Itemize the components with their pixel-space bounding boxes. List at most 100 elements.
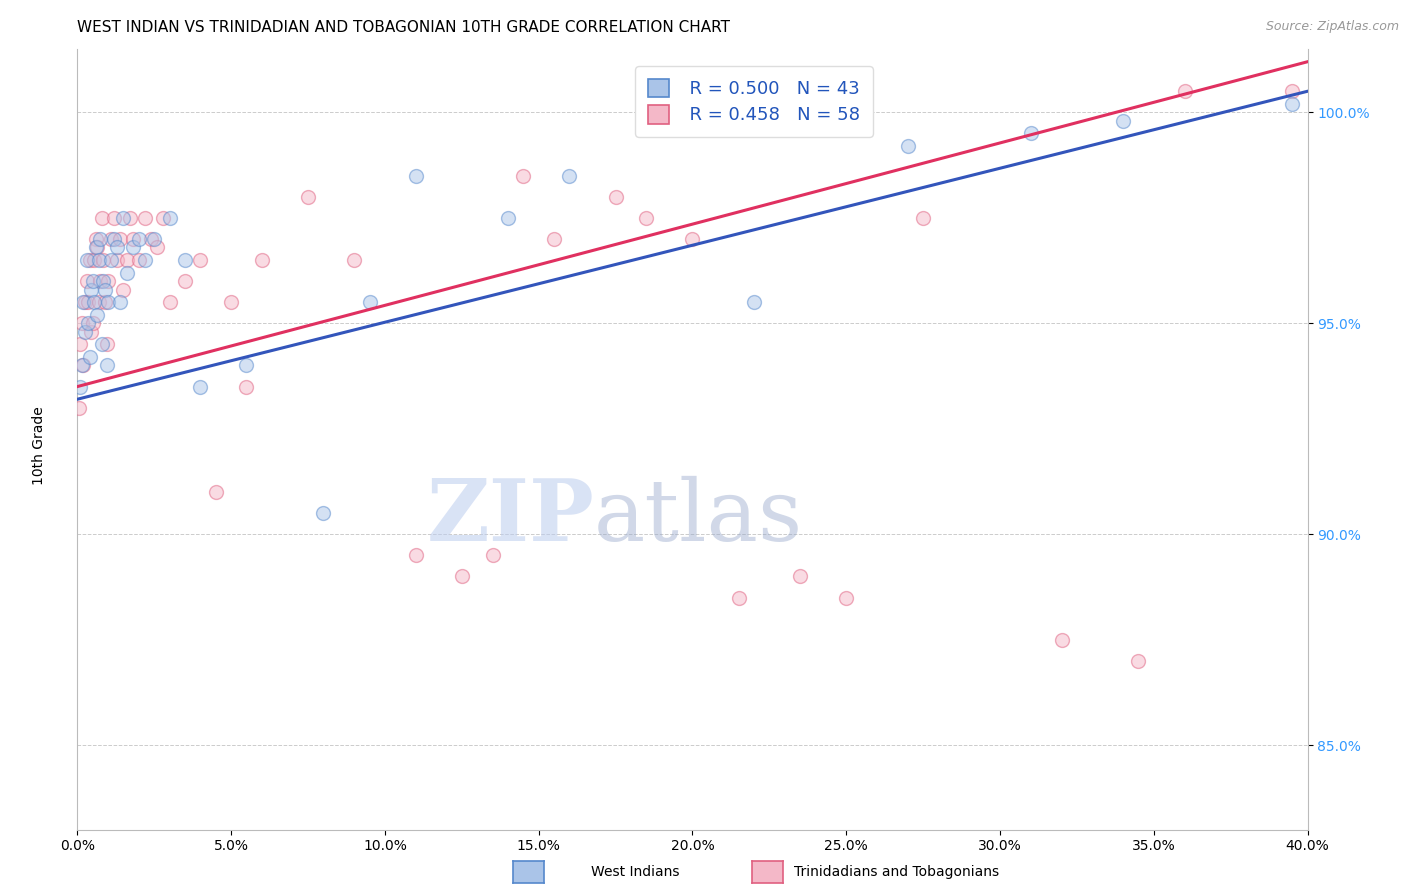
Point xyxy=(141,232,163,246)
Point xyxy=(72,295,94,310)
Point xyxy=(84,240,107,254)
Point xyxy=(70,316,93,330)
Point xyxy=(89,232,111,246)
Point xyxy=(73,325,96,339)
Point xyxy=(105,252,128,267)
Point xyxy=(1281,84,1303,98)
Point xyxy=(100,252,122,267)
Point xyxy=(89,274,111,288)
Point xyxy=(105,240,128,254)
Legend:   R = 0.500   N = 43,   R = 0.458   N = 58: R = 0.500 N = 43, R = 0.458 N = 58 xyxy=(636,66,873,137)
Point xyxy=(897,139,920,153)
Point xyxy=(87,295,110,310)
Point xyxy=(103,211,125,225)
Point xyxy=(79,350,101,364)
Point xyxy=(188,379,212,393)
Point xyxy=(297,190,319,204)
Point xyxy=(235,359,257,373)
Point xyxy=(82,274,104,288)
Point xyxy=(112,283,135,297)
Point xyxy=(235,379,257,393)
Point xyxy=(112,211,135,225)
Point xyxy=(742,295,765,310)
Point xyxy=(77,316,100,330)
Point xyxy=(121,240,143,254)
Point xyxy=(67,401,90,415)
Text: Trinidadians and Tobagonians: Trinidadians and Tobagonians xyxy=(794,865,1000,880)
Point xyxy=(115,252,138,267)
Point xyxy=(835,591,858,605)
Text: ZIP: ZIP xyxy=(426,475,595,559)
Point xyxy=(481,549,503,563)
Point xyxy=(97,295,120,310)
Point xyxy=(1112,113,1135,128)
Point xyxy=(605,190,627,204)
Point xyxy=(80,283,103,297)
Point xyxy=(912,211,935,225)
Point xyxy=(1050,632,1073,647)
Point xyxy=(100,232,122,246)
Point xyxy=(1019,127,1042,141)
Point xyxy=(96,337,118,351)
Point xyxy=(94,283,117,297)
Point xyxy=(682,232,704,246)
Point xyxy=(204,485,226,500)
Point xyxy=(94,295,117,310)
Point xyxy=(73,295,96,310)
Point xyxy=(1128,654,1150,668)
Point xyxy=(79,252,101,267)
Point xyxy=(512,169,534,183)
Point xyxy=(80,325,103,339)
Point xyxy=(110,232,132,246)
Point xyxy=(250,252,273,267)
Point xyxy=(134,252,156,267)
Point xyxy=(496,211,519,225)
Point xyxy=(128,232,150,246)
Point xyxy=(121,232,143,246)
Point xyxy=(152,211,174,225)
Point xyxy=(118,211,141,225)
Point xyxy=(115,266,138,280)
Point xyxy=(405,169,427,183)
Point xyxy=(97,274,120,288)
Point xyxy=(558,169,581,183)
Point xyxy=(87,252,110,267)
Point xyxy=(69,337,91,351)
Point xyxy=(93,252,115,267)
Point xyxy=(103,232,125,246)
Point xyxy=(84,232,107,246)
Point xyxy=(312,506,335,520)
Point xyxy=(1281,96,1303,111)
Point xyxy=(636,211,658,225)
Point xyxy=(128,252,150,267)
Point xyxy=(86,308,108,322)
Point xyxy=(83,295,105,310)
Point xyxy=(76,252,98,267)
Point xyxy=(70,359,93,373)
Point xyxy=(343,252,366,267)
Point xyxy=(727,591,749,605)
Point xyxy=(96,359,118,373)
Point xyxy=(405,549,427,563)
Text: Source: ZipAtlas.com: Source: ZipAtlas.com xyxy=(1265,20,1399,33)
Text: West Indians: West Indians xyxy=(591,865,679,880)
Point xyxy=(76,274,98,288)
Point xyxy=(1174,84,1197,98)
Point xyxy=(219,295,242,310)
Point xyxy=(90,211,114,225)
Point xyxy=(69,379,91,393)
Point xyxy=(159,295,181,310)
Point xyxy=(134,211,156,225)
Point xyxy=(72,359,94,373)
Point xyxy=(174,252,197,267)
Point xyxy=(188,252,212,267)
Point xyxy=(77,295,100,310)
Point xyxy=(146,240,169,254)
Point xyxy=(86,240,108,254)
Text: atlas: atlas xyxy=(595,475,803,559)
Point xyxy=(82,316,104,330)
Point xyxy=(789,569,811,583)
Point xyxy=(450,569,472,583)
Point xyxy=(543,232,565,246)
Point xyxy=(159,211,181,225)
